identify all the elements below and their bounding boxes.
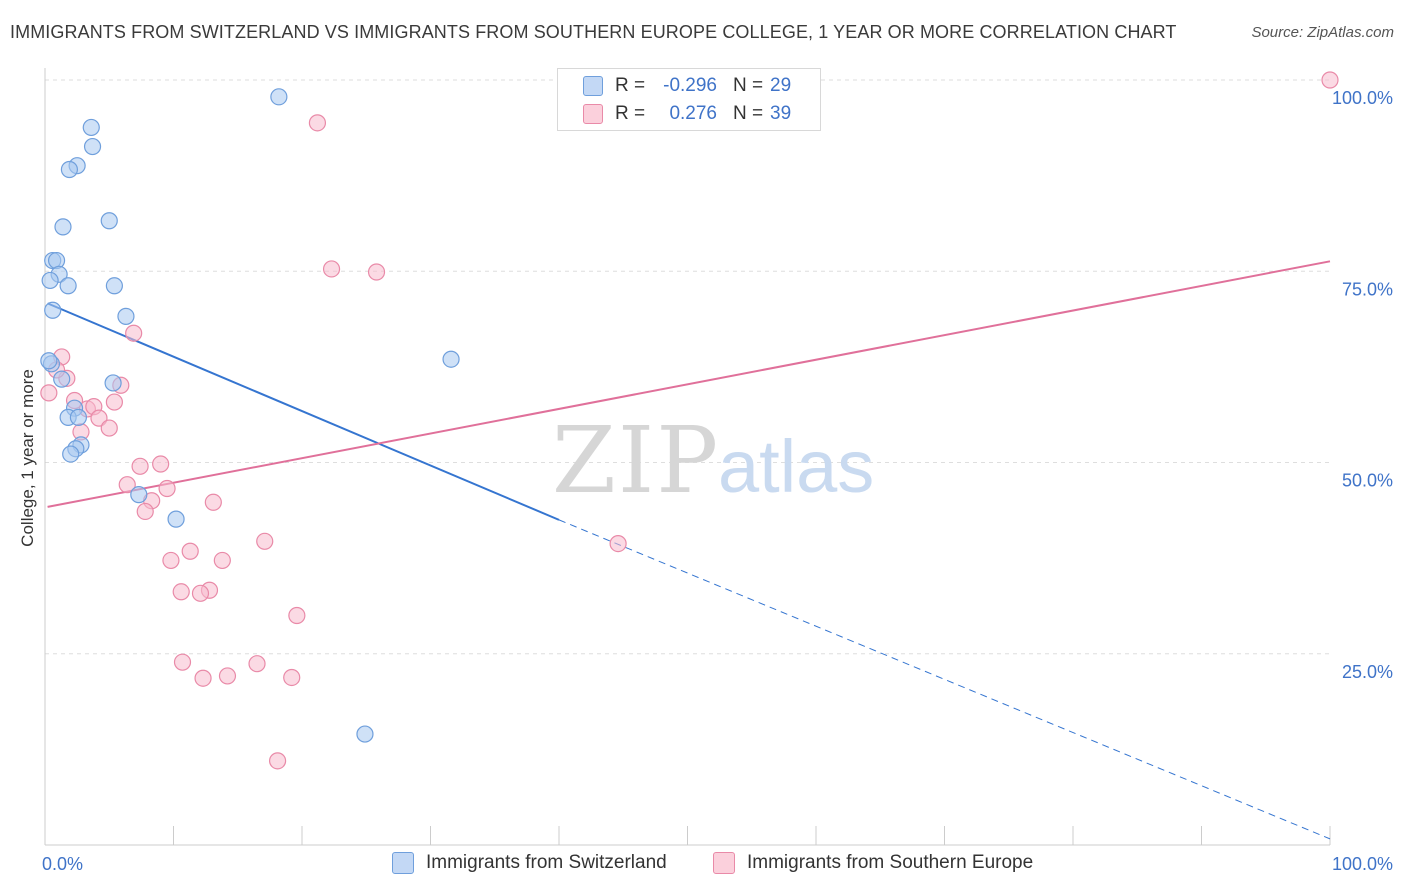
legend-item-southern-europe: Immigrants from Southern Europe bbox=[713, 852, 1033, 874]
point-switzerland bbox=[130, 486, 148, 504]
stats-legend-row-switzerland: R = -0.296 N = 29 bbox=[558, 72, 791, 100]
point-southern-europe bbox=[158, 479, 176, 498]
point-switzerland bbox=[62, 445, 80, 463]
x-tick-label: 100.0% bbox=[1332, 854, 1393, 874]
point-southern-europe bbox=[367, 263, 386, 281]
point-southern-europe bbox=[191, 584, 210, 602]
point-switzerland bbox=[270, 88, 288, 106]
x-tick-label: 0.0% bbox=[42, 854, 83, 874]
point-southern-europe bbox=[1321, 71, 1339, 89]
point-southern-europe bbox=[40, 384, 58, 402]
legend-item-switzerland: Immigrants from Switzerland bbox=[392, 852, 667, 874]
series-legend: Immigrants from Switzerland Immigrants f… bbox=[0, 852, 1406, 878]
point-switzerland bbox=[40, 352, 58, 370]
point-switzerland bbox=[117, 307, 135, 325]
point-southern-europe bbox=[283, 668, 301, 687]
r-label: R = bbox=[615, 103, 646, 124]
point-southern-europe bbox=[181, 542, 199, 560]
r-label: R = bbox=[615, 75, 646, 96]
legend-swatch-southern-europe bbox=[583, 104, 603, 124]
y-axis-label: College, 1 year or more bbox=[18, 369, 37, 547]
n-label: N = bbox=[733, 103, 764, 124]
point-southern-europe bbox=[218, 667, 237, 685]
tick-labels: 25.0% 50.0% 75.0% 100.0% 0.0% 100.0% bbox=[42, 88, 1393, 874]
n-value-switzerland: 29 bbox=[770, 75, 792, 96]
legend-label-southern-europe: Immigrants from Southern Europe bbox=[747, 852, 1034, 873]
point-southern-europe bbox=[609, 534, 627, 553]
axes bbox=[44, 68, 1331, 846]
point-switzerland bbox=[59, 277, 77, 295]
point-southern-europe bbox=[125, 324, 143, 342]
source-label: Source: ZipAtlas.com bbox=[1251, 24, 1394, 41]
point-switzerland bbox=[167, 510, 185, 528]
point-southern-europe bbox=[268, 752, 287, 770]
point-southern-europe bbox=[131, 457, 149, 475]
point-southern-europe bbox=[288, 606, 306, 625]
y-tick-label: 50.0% bbox=[1342, 471, 1393, 491]
r-value-switzerland: -0.296 bbox=[663, 75, 717, 96]
point-southern-europe bbox=[173, 653, 192, 671]
point-switzerland bbox=[53, 370, 71, 388]
trend-line-southern-europe bbox=[47, 260, 1331, 508]
watermark-zip: ZIP bbox=[552, 407, 720, 514]
point-southern-europe bbox=[322, 260, 341, 278]
point-southern-europe bbox=[308, 114, 327, 132]
stats-legend: R = -0.296 N = 29 R = 0.276 N = 39 bbox=[557, 68, 821, 131]
point-southern-europe bbox=[100, 419, 118, 437]
legend-swatch-switzerland bbox=[583, 76, 603, 96]
legend-label-switzerland: Immigrants from Switzerland bbox=[426, 852, 667, 873]
point-switzerland bbox=[82, 118, 100, 137]
point-switzerland bbox=[54, 218, 72, 236]
data-points bbox=[40, 71, 1339, 770]
point-switzerland bbox=[104, 374, 122, 392]
point-southern-europe bbox=[162, 551, 180, 570]
chart-title: IMMIGRANTS FROM SWITZERLAND VS IMMIGRANT… bbox=[10, 22, 1177, 42]
point-switzerland bbox=[105, 277, 123, 295]
point-switzerland bbox=[100, 212, 118, 230]
trend-lines bbox=[47, 260, 1331, 840]
legend-swatch-switzerland bbox=[392, 852, 414, 874]
point-switzerland bbox=[60, 160, 79, 179]
point-southern-europe bbox=[105, 393, 123, 411]
point-southern-europe bbox=[248, 655, 266, 673]
grid-lines bbox=[45, 79, 1330, 655]
point-southern-europe bbox=[256, 532, 274, 550]
point-southern-europe bbox=[136, 502, 154, 521]
y-tick-label: 75.0% bbox=[1342, 279, 1393, 299]
n-label: N = bbox=[733, 75, 764, 96]
trend-line-switzerland-extension bbox=[558, 519, 1331, 840]
point-southern-europe bbox=[90, 409, 108, 427]
point-southern-europe bbox=[172, 583, 190, 601]
watermark-atlas: atlas bbox=[718, 425, 874, 508]
stats-legend-row-southern-europe: R = 0.276 N = 39 bbox=[558, 100, 791, 128]
y-tick-label: 25.0% bbox=[1342, 662, 1393, 682]
point-southern-europe bbox=[118, 476, 136, 494]
point-southern-europe bbox=[152, 455, 170, 473]
point-southern-europe bbox=[194, 669, 212, 687]
point-switzerland bbox=[83, 137, 102, 156]
legend-swatch-southern-europe bbox=[713, 852, 735, 874]
y-tick-label: 100.0% bbox=[1332, 88, 1393, 108]
point-switzerland bbox=[44, 301, 62, 319]
r-value-southern-europe: 0.276 bbox=[669, 103, 717, 124]
point-southern-europe bbox=[204, 493, 222, 511]
point-switzerland bbox=[69, 408, 88, 426]
point-southern-europe bbox=[213, 551, 231, 570]
point-switzerland bbox=[442, 350, 460, 368]
point-switzerland bbox=[356, 725, 374, 743]
point-switzerland bbox=[41, 271, 59, 290]
n-value-southern-europe: 39 bbox=[770, 103, 792, 124]
